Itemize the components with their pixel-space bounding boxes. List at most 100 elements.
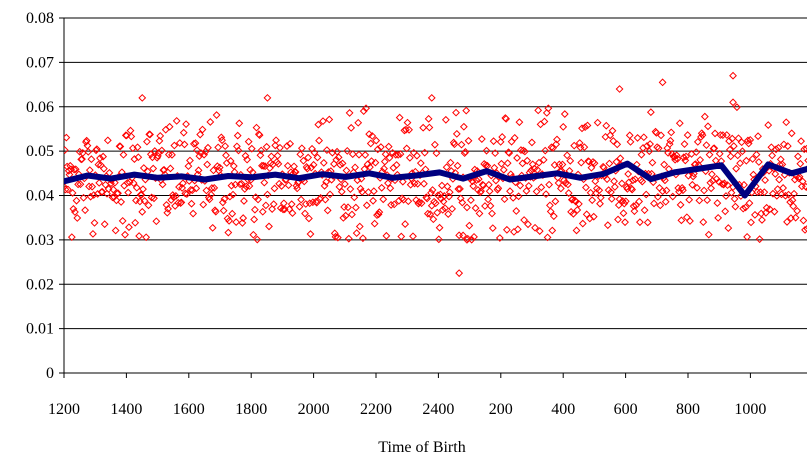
data-point [270, 184, 279, 193]
data-point [268, 205, 277, 213]
data-point [722, 192, 730, 200]
data-point [595, 186, 604, 195]
data-point [207, 190, 216, 199]
data-point [265, 222, 273, 231]
data-point [297, 195, 306, 204]
data-point [224, 228, 233, 237]
data-point [583, 121, 592, 130]
data-point [794, 152, 802, 161]
data-point [70, 165, 79, 174]
data-point [646, 108, 655, 117]
data-point [427, 188, 435, 197]
data-point [587, 163, 596, 172]
data-point [261, 162, 270, 171]
data-point [477, 187, 485, 196]
data-point [578, 124, 586, 133]
data-point [89, 229, 97, 238]
data-point [135, 232, 144, 240]
data-point [781, 191, 790, 200]
data-point [693, 137, 702, 146]
data-point [103, 189, 111, 198]
data-point [370, 219, 379, 228]
data-point [274, 159, 283, 168]
x-axis-title: Time of Birth [378, 439, 465, 456]
data-point [78, 155, 86, 163]
data-point [375, 208, 384, 217]
data-point [628, 185, 636, 194]
data-point [727, 188, 736, 197]
data-point [186, 156, 194, 165]
data-point [301, 200, 310, 208]
data-point [748, 155, 757, 163]
data-point [412, 151, 421, 160]
x-tick-label: 2000 [298, 401, 330, 418]
data-point [721, 207, 730, 216]
data-point [279, 205, 288, 214]
data-point [703, 196, 712, 205]
data-point [354, 118, 363, 127]
data-point [64, 133, 71, 142]
data-point [392, 161, 401, 169]
data-point [635, 197, 644, 206]
data-point [681, 156, 690, 165]
data-point [240, 185, 249, 193]
x-tick-label: 1400 [110, 401, 142, 418]
data-point [386, 184, 395, 193]
y-tick-label: 0.01 [26, 321, 54, 338]
data-point [342, 166, 351, 175]
data-point [517, 146, 525, 154]
data-point [100, 220, 109, 229]
data-point [754, 132, 762, 141]
data-point [679, 186, 687, 195]
data-point [395, 113, 404, 122]
data-point [89, 191, 98, 199]
data-point [432, 149, 441, 158]
data-point [401, 220, 410, 228]
data-point [406, 180, 415, 189]
data-point [167, 196, 176, 204]
data-point [390, 200, 399, 209]
data-point [539, 155, 548, 164]
data-point [537, 183, 546, 192]
data-point [643, 142, 651, 150]
data-point [344, 234, 353, 243]
data-point [255, 131, 264, 139]
data-point [172, 116, 181, 125]
data-point [612, 157, 621, 166]
data-point [459, 122, 468, 131]
data-point [484, 195, 493, 204]
data-point [396, 150, 405, 158]
data-point [296, 150, 305, 159]
data-point [351, 203, 360, 212]
x-tick-label: 800 [676, 401, 700, 418]
data-point [619, 209, 628, 218]
data-point [166, 164, 175, 173]
data-point [260, 178, 269, 187]
data-point [581, 123, 590, 132]
data-point [677, 216, 686, 225]
data-point [642, 190, 651, 199]
data-point [373, 211, 381, 220]
data-point [220, 195, 229, 203]
data-point [273, 151, 282, 160]
data-point [321, 195, 330, 204]
data-point [549, 212, 558, 221]
data-point [277, 182, 286, 190]
data-point [676, 200, 685, 209]
data-point [127, 132, 136, 141]
data-point [786, 198, 795, 206]
data-point [658, 78, 667, 87]
data-point [313, 153, 322, 162]
data-point [438, 205, 447, 214]
data-point [715, 177, 723, 186]
data-point [165, 122, 174, 131]
data-point [71, 165, 80, 174]
data-point [373, 145, 382, 154]
data-point [154, 149, 163, 157]
data-point [469, 182, 478, 190]
data-point [463, 203, 471, 212]
data-point [670, 152, 679, 161]
data-point [424, 114, 433, 123]
data-point [271, 141, 280, 150]
data-point [138, 207, 147, 216]
